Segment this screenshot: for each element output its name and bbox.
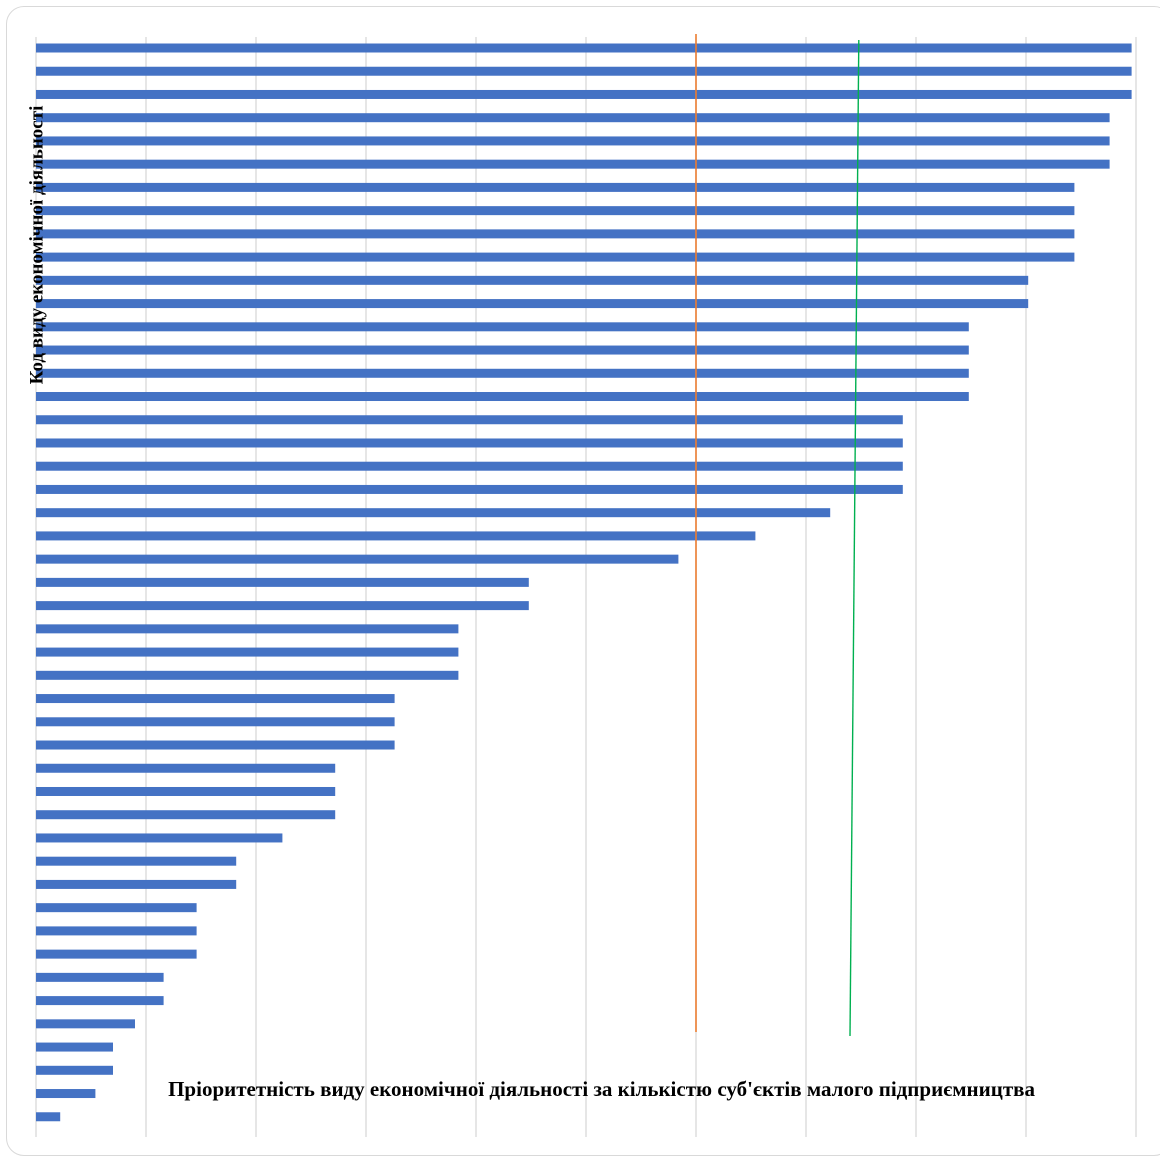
bar xyxy=(36,740,395,750)
bar xyxy=(36,554,679,564)
bar xyxy=(36,484,903,494)
bar xyxy=(36,996,164,1006)
bar xyxy=(36,322,969,332)
bar xyxy=(36,345,969,355)
bar xyxy=(36,577,529,587)
bar xyxy=(36,206,1075,216)
bar xyxy=(36,508,831,518)
bar xyxy=(36,368,969,378)
bar xyxy=(36,159,1110,169)
bar xyxy=(36,113,1110,123)
bar xyxy=(36,43,1132,53)
bar xyxy=(36,531,756,541)
bar xyxy=(36,275,1029,285)
bar xyxy=(36,624,459,634)
bar xyxy=(36,949,197,959)
bar xyxy=(36,670,459,680)
bar xyxy=(36,601,529,611)
bar xyxy=(36,786,336,796)
bar xyxy=(36,1112,61,1122)
bar xyxy=(36,647,459,657)
x-axis-label: Пріоритетність виду економічної діяльнос… xyxy=(168,1077,1035,1101)
bar xyxy=(36,89,1132,99)
bar xyxy=(36,299,1029,309)
bar xyxy=(36,1019,135,1029)
bar xyxy=(36,415,903,425)
bar xyxy=(36,438,903,448)
bars xyxy=(36,43,1132,1122)
bar xyxy=(36,1042,113,1052)
grid-lines xyxy=(35,37,1137,1137)
bar xyxy=(36,461,903,471)
bar xyxy=(36,392,969,402)
y-axis-label: Код виду економічної діяльності xyxy=(26,106,47,385)
bar xyxy=(36,856,237,866)
bar xyxy=(36,717,395,727)
bar xyxy=(36,182,1075,192)
bar xyxy=(36,833,283,843)
bar xyxy=(36,694,395,704)
bar xyxy=(36,810,336,820)
chart-frame xyxy=(6,6,1160,1156)
bar xyxy=(36,972,164,982)
bar xyxy=(36,1089,96,1099)
reference-line-green xyxy=(849,39,860,1037)
reference-lines xyxy=(695,34,860,1037)
bar xyxy=(36,903,197,913)
bar xyxy=(36,879,237,889)
bar xyxy=(36,926,197,936)
bar xyxy=(36,136,1110,146)
bar xyxy=(36,252,1075,262)
bar xyxy=(36,1065,113,1075)
bar xyxy=(36,763,336,773)
bar xyxy=(36,66,1132,76)
bar xyxy=(36,229,1075,239)
